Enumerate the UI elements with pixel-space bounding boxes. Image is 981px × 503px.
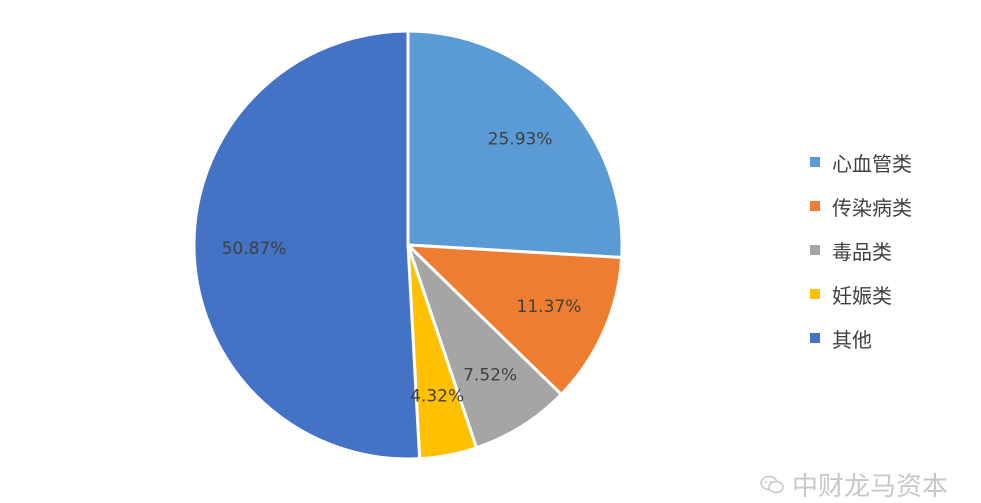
legend-label: 妊娠类 [832,283,892,308]
legend-swatch [810,245,820,255]
legend-label: 其他 [832,327,872,352]
legend-swatch [810,289,820,299]
pie-labels: 25.93% 11.37% 7.52%4.32% 50.87% [222,129,582,406]
slice-label-2: 11.37% [517,297,582,317]
chart-legend: 心血管类传染病类毒品类妊娠类其他 [810,140,970,360]
slice-label-5: 50.87% [222,239,287,259]
legend-swatch [810,157,820,167]
watermark-text: 中财龙马资本 [792,472,949,502]
pie-slices [192,29,624,461]
legend-item-2: 传染病类 [810,184,970,228]
legend-item-5: 其他 [810,316,970,360]
legend-label: 心血管类 [832,151,912,176]
slice-label-4: 4.32% [410,386,464,406]
pie-slice-1 [406,29,624,259]
slice-label-3: 7.52% [463,365,517,385]
watermark: 中财龙马资本 [760,466,948,503]
slice-label-1: 25.93% [488,129,553,149]
pie-slice-2 [406,243,624,396]
legend-label: 毒品类 [832,239,892,264]
pie-slice-3 [406,243,563,450]
legend-swatch [810,201,820,211]
wechat-icon [760,475,784,493]
legend-item-4: 妊娠类 [810,272,970,316]
legend-swatch [810,333,820,343]
legend-item-3: 毒品类 [810,228,970,272]
legend-item-1: 心血管类 [810,140,970,184]
legend-label: 传染病类 [832,195,912,220]
pie-slice-5 [192,29,422,461]
